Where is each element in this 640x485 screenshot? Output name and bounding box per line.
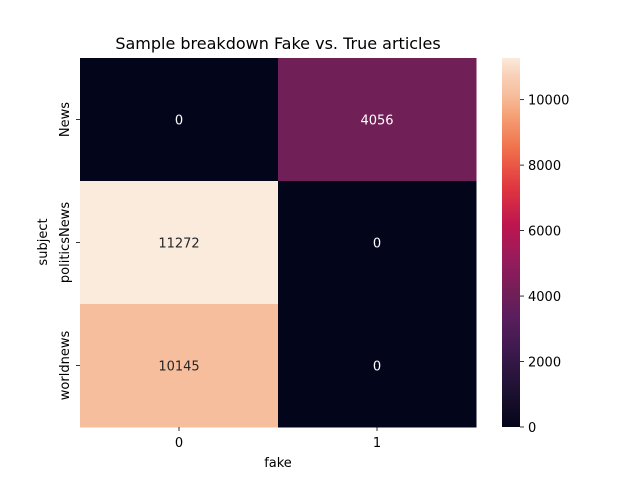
- colorbar-tick-label: 2000: [528, 356, 561, 371]
- colorbar-tick-label: 6000: [528, 225, 561, 240]
- heatmap-cell: [80, 304, 279, 428]
- x-tick-label: 0: [175, 436, 183, 451]
- y-tick-label: worldnews: [58, 331, 73, 401]
- heatmap-cell: [80, 58, 279, 182]
- heatmap-cell: [278, 58, 477, 182]
- chart-title: Sample breakdown Fake vs. True articles: [115, 34, 440, 53]
- heatmap-cell-value: 0: [373, 360, 381, 375]
- heatmap-cell-value: 11272: [158, 237, 199, 252]
- y-tick-label: politicsNews: [58, 202, 73, 283]
- heatmap-cells: [80, 58, 477, 428]
- heatmap-cell: [278, 304, 477, 428]
- heatmap-cell-value: 0: [373, 237, 381, 252]
- colorbar-tick-label: 4000: [528, 290, 561, 305]
- y-axis-ticks: News politicsNews worldnews: [58, 102, 80, 401]
- heatmap-cell-labels: 0 4056 11272 0 10145 0: [158, 114, 393, 375]
- heatmap-cell-value: 10145: [158, 360, 199, 375]
- heatmap-cell-value: 4056: [360, 114, 393, 129]
- heatmap-cell: [278, 181, 477, 305]
- y-tick-label: News: [58, 102, 73, 137]
- colorbar-gradient: [502, 58, 520, 427]
- colorbar: 0 2000 4000 6000 8000 10000: [502, 58, 569, 436]
- heatmap-cell: [80, 181, 279, 305]
- colorbar-tick-label: 10000: [528, 94, 569, 109]
- colorbar-tick-label: 0: [528, 421, 536, 436]
- heatmap-cell-value: 0: [175, 114, 183, 129]
- x-tick-label: 1: [373, 436, 381, 451]
- x-axis-label: fake: [264, 456, 292, 471]
- y-axis-label: subject: [36, 218, 51, 265]
- colorbar-tick-label: 8000: [528, 159, 561, 174]
